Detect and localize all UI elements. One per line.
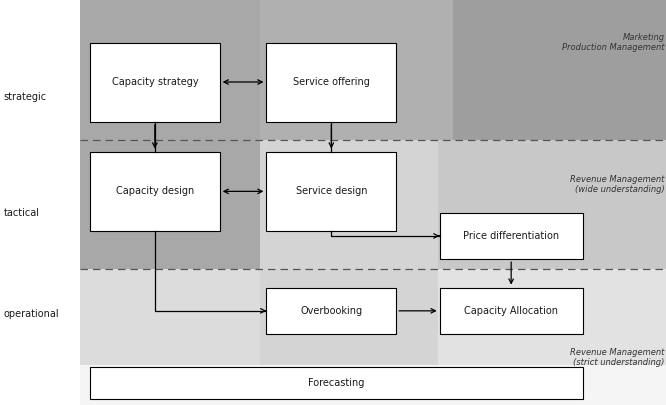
- Bar: [438, 269, 666, 364]
- Text: operational: operational: [3, 309, 59, 319]
- Bar: [80, 269, 666, 364]
- Bar: [90, 152, 220, 231]
- Bar: [80, 0, 260, 269]
- Text: Price differentiation: Price differentiation: [463, 231, 559, 241]
- Bar: [266, 43, 396, 122]
- Text: Overbooking: Overbooking: [300, 306, 362, 316]
- Bar: [80, 140, 666, 269]
- Bar: [80, 364, 666, 405]
- Text: tactical: tactical: [3, 208, 39, 217]
- Bar: [440, 213, 583, 259]
- Bar: [80, 0, 666, 140]
- Text: Forecasting: Forecasting: [308, 378, 364, 388]
- Bar: [266, 152, 396, 231]
- Bar: [266, 288, 396, 334]
- Text: Marketing
Production Management: Marketing Production Management: [562, 33, 665, 52]
- Bar: [260, 0, 453, 140]
- Text: Revenue Management
(strict understanding): Revenue Management (strict understanding…: [570, 347, 665, 367]
- Bar: [260, 140, 438, 364]
- Text: strategic: strategic: [3, 92, 47, 102]
- Text: Capacity design: Capacity design: [116, 186, 194, 196]
- Text: Capacity Allocation: Capacity Allocation: [464, 306, 558, 316]
- Text: Revenue Management
(wide understanding): Revenue Management (wide understanding): [570, 175, 665, 194]
- Text: Service offering: Service offering: [293, 77, 370, 87]
- Bar: [438, 140, 666, 269]
- Text: Capacity strategy: Capacity strategy: [111, 77, 198, 87]
- Bar: [440, 288, 583, 334]
- Bar: [90, 367, 583, 399]
- Text: Service design: Service design: [296, 186, 367, 196]
- Bar: [90, 43, 220, 122]
